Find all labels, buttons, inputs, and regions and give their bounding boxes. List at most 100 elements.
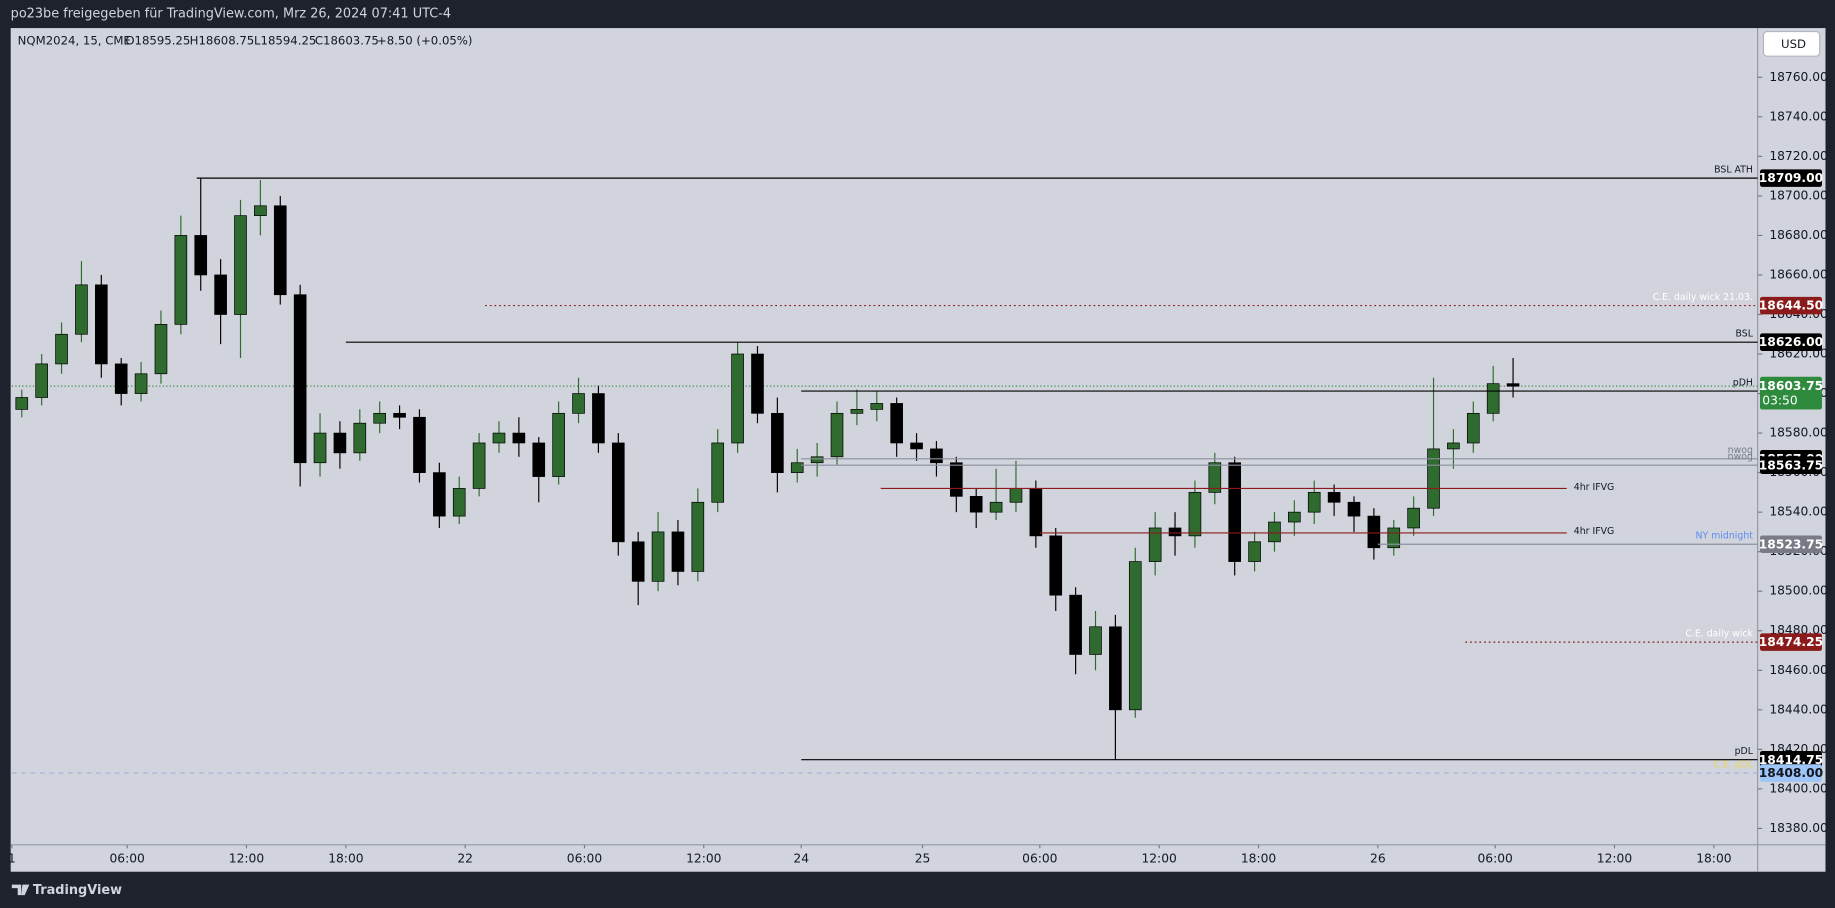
candle-body	[930, 448, 943, 464]
y-tick-label: 18660.00	[1769, 267, 1828, 281]
x-tick-label: 26	[1370, 851, 1386, 865]
y-tick-label: 18760.00	[1769, 70, 1828, 84]
candle-body	[333, 432, 347, 454]
candle-body	[1506, 383, 1520, 387]
level-label: nwog	[1728, 452, 1753, 463]
candle-body	[373, 412, 387, 424]
candle-body	[790, 462, 804, 473]
x-tick-label: 06:00	[1477, 851, 1512, 865]
x-tick-label: 12:00	[686, 851, 721, 865]
candle-body	[1407, 507, 1420, 529]
candle-body	[611, 442, 625, 543]
x-tick-label: 12:00	[1597, 851, 1632, 865]
x-tick-label: 25	[915, 851, 931, 865]
price-axis	[1757, 28, 1826, 845]
candle-body	[711, 442, 725, 503]
candle-body	[1029, 488, 1043, 537]
candle-body	[1447, 442, 1460, 450]
candle-body	[1268, 521, 1281, 543]
candle-body	[1327, 492, 1341, 503]
candle-body	[592, 393, 605, 444]
candle-body	[1208, 462, 1222, 493]
price-badge	[1759, 296, 1822, 315]
candle-body	[35, 363, 48, 398]
candle-body	[950, 462, 963, 497]
candle-body	[433, 472, 446, 517]
candle-body	[1069, 594, 1082, 655]
y-tick-label: 18380.00	[1769, 821, 1828, 835]
y-tick-label: 18740.00	[1769, 109, 1828, 123]
candle-body	[234, 215, 247, 315]
candle-body	[154, 324, 168, 375]
candle-body	[1128, 561, 1142, 711]
candle-body	[75, 284, 88, 335]
price-badge-label: 18626.00	[1759, 335, 1823, 349]
y-tick-label: 18700.00	[1769, 188, 1828, 202]
candle-body	[1347, 501, 1361, 517]
level-label: BSL ATH	[1714, 164, 1753, 175]
y-tick-label: 18500.00	[1769, 584, 1828, 598]
x-tick-label: 24	[793, 851, 809, 865]
candle-body	[1288, 511, 1301, 523]
candle-body	[731, 353, 744, 444]
candle-body	[771, 412, 784, 473]
candle-body	[1427, 448, 1440, 509]
candle-body	[452, 488, 466, 517]
candle-body	[472, 442, 486, 489]
plot: 18380.0018400.0018420.0018440.0018460.00…	[8, 70, 1828, 866]
x-tick-label: 12:00	[1141, 851, 1176, 865]
candle-body	[1486, 383, 1500, 414]
candle-body	[1228, 462, 1242, 562]
level-label: nwog	[1728, 445, 1753, 456]
level-label: 4hr IFVG	[1574, 482, 1615, 493]
candle-body	[1248, 541, 1261, 562]
candle-body	[393, 412, 406, 418]
candle-body	[830, 412, 844, 458]
legend-open: O18595.25	[125, 33, 190, 47]
x-tick-label: 18:00	[1241, 851, 1276, 865]
y-tick-label: 18540.00	[1769, 505, 1828, 519]
currency[interactable]: USD	[1781, 37, 1806, 51]
price-badge	[1759, 535, 1822, 554]
symbol: NQM2024, 15, CME	[18, 33, 131, 47]
currency-button[interactable]	[1762, 31, 1821, 57]
plot-area	[10, 28, 1758, 845]
price-badge-label: 18523.75	[1759, 537, 1823, 551]
candle-body	[134, 373, 148, 394]
candle-body	[1009, 488, 1023, 503]
price-badge-label: 18644.50	[1759, 299, 1823, 313]
x-tick-label: 12:00	[229, 851, 264, 865]
legend-high: H18608.75	[190, 33, 255, 47]
candle-body	[671, 531, 685, 572]
x-tick-label: 06:00	[109, 851, 144, 865]
candle-body	[1307, 492, 1321, 513]
candle-body	[114, 363, 128, 394]
logo-mark	[11, 884, 30, 896]
candle-body	[1466, 412, 1480, 444]
price-badge	[1759, 333, 1822, 351]
header: po23be freigegeben für TradingView.com, …	[11, 7, 451, 22]
price-badge	[1759, 456, 1822, 474]
level-label: pDL	[1735, 746, 1754, 757]
x-tick-label: 1	[8, 851, 16, 865]
price-badge	[1759, 169, 1822, 187]
candle-body	[214, 274, 227, 315]
candle-body	[492, 432, 506, 444]
price-badge-label: 18474.25	[1759, 635, 1823, 649]
x-tick-label: 18:00	[1696, 851, 1731, 865]
candle-body	[1367, 515, 1381, 549]
legend-close: C18603.75	[315, 33, 379, 47]
candle-body	[194, 235, 208, 276]
candle-body	[850, 409, 864, 414]
price-badge	[1759, 764, 1822, 782]
candle-body	[552, 412, 565, 477]
price-badge	[1759, 633, 1822, 651]
level-label: BSL	[1736, 328, 1754, 339]
candle-body	[1049, 535, 1063, 596]
candle-body	[910, 442, 923, 450]
y-tick-label: 18720.00	[1769, 149, 1828, 163]
logo	[11, 884, 30, 896]
countdown: 03:50	[1762, 393, 1797, 407]
candle-body	[254, 205, 267, 217]
